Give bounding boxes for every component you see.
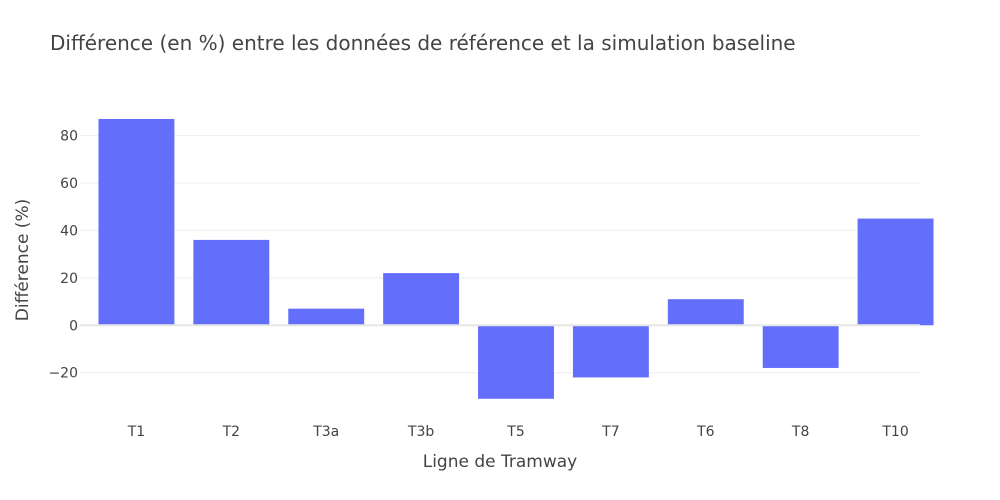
bar-t5 xyxy=(478,325,554,399)
bar-t2 xyxy=(193,239,270,326)
bar-t1 xyxy=(98,118,175,326)
y-tick-label: −20 xyxy=(48,366,78,382)
y-tick-label: 20 xyxy=(60,271,78,287)
y-tick-label: 0 xyxy=(69,318,78,334)
bar-t7 xyxy=(572,325,649,378)
x-tick-label: T5 xyxy=(506,424,524,440)
y-tick-label: 60 xyxy=(60,176,78,192)
y-tick-label: 80 xyxy=(60,129,78,145)
bar-t6 xyxy=(667,299,744,326)
x-axis-label: Ligne de Tramway xyxy=(423,452,578,472)
x-tick-label: T7 xyxy=(601,424,619,440)
x-tick-label: T2 xyxy=(222,424,240,440)
chart-title: Différence (en %) entre les données de r… xyxy=(50,31,796,55)
bar-t10 xyxy=(857,218,934,326)
x-tick-label: T1 xyxy=(127,424,145,440)
y-tick-label: 40 xyxy=(60,223,78,239)
bars xyxy=(98,118,934,399)
x-tick-label: T3b xyxy=(407,424,434,440)
x-tick-label: T6 xyxy=(696,424,715,440)
y-axis-label: Différence (%) xyxy=(13,199,33,321)
y-tick-labels: −20 0 20 40 60 80 xyxy=(48,129,78,382)
x-tick-label: T8 xyxy=(791,424,809,440)
x-tick-label: T10 xyxy=(881,424,908,440)
bar-t3b xyxy=(383,273,460,326)
x-tick-label: T3a xyxy=(312,424,339,440)
x-tick-labels: T1 T2 T3a T3b T5 T7 T6 T8 T10 xyxy=(127,424,909,440)
bar-t3a xyxy=(288,308,365,326)
bar-t8 xyxy=(762,325,839,368)
